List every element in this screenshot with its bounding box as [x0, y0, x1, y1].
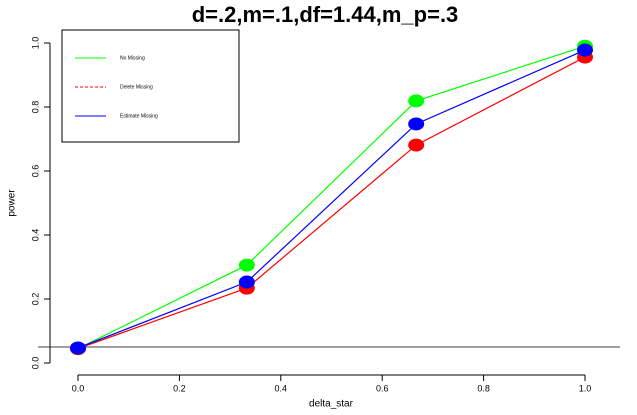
data-point	[408, 117, 425, 131]
y-tick-label: 0.2	[30, 293, 40, 306]
series-line	[77, 45, 586, 350]
y-tick-label: 0.4	[30, 229, 40, 242]
legend-label: Estimate Missing	[120, 113, 158, 119]
x-tick-label: 1.0	[579, 383, 592, 393]
data-point	[408, 94, 425, 108]
legend-label: Delete Missing	[120, 84, 153, 90]
y-axis-label: power	[7, 189, 18, 217]
x-axis-label: delta_star	[309, 399, 354, 410]
x-tick-label: 0.6	[376, 383, 389, 393]
y-tick-label: 0.0	[30, 357, 40, 370]
y-tick-label: 0.6	[30, 165, 40, 178]
series-line	[77, 49, 586, 349]
data-point	[238, 258, 255, 272]
x-tick-label: 0.0	[72, 383, 85, 393]
data-point	[408, 138, 425, 152]
chart-title: d=.2,m=.1,df=1.44,m_p=.3	[192, 2, 459, 27]
x-tick-label: 0.4	[275, 383, 288, 393]
data-point	[70, 341, 86, 355]
legend-label: No Missing	[120, 55, 145, 61]
series-line	[77, 56, 586, 350]
x-tick-label: 0.8	[477, 383, 490, 393]
data-point	[577, 43, 593, 57]
y-tick-label: 0.8	[30, 101, 40, 114]
y-tick-label: 1.0	[30, 37, 40, 50]
x-tick-label: 0.2	[173, 383, 186, 393]
data-point	[238, 275, 255, 289]
legend-box	[61, 29, 240, 143]
